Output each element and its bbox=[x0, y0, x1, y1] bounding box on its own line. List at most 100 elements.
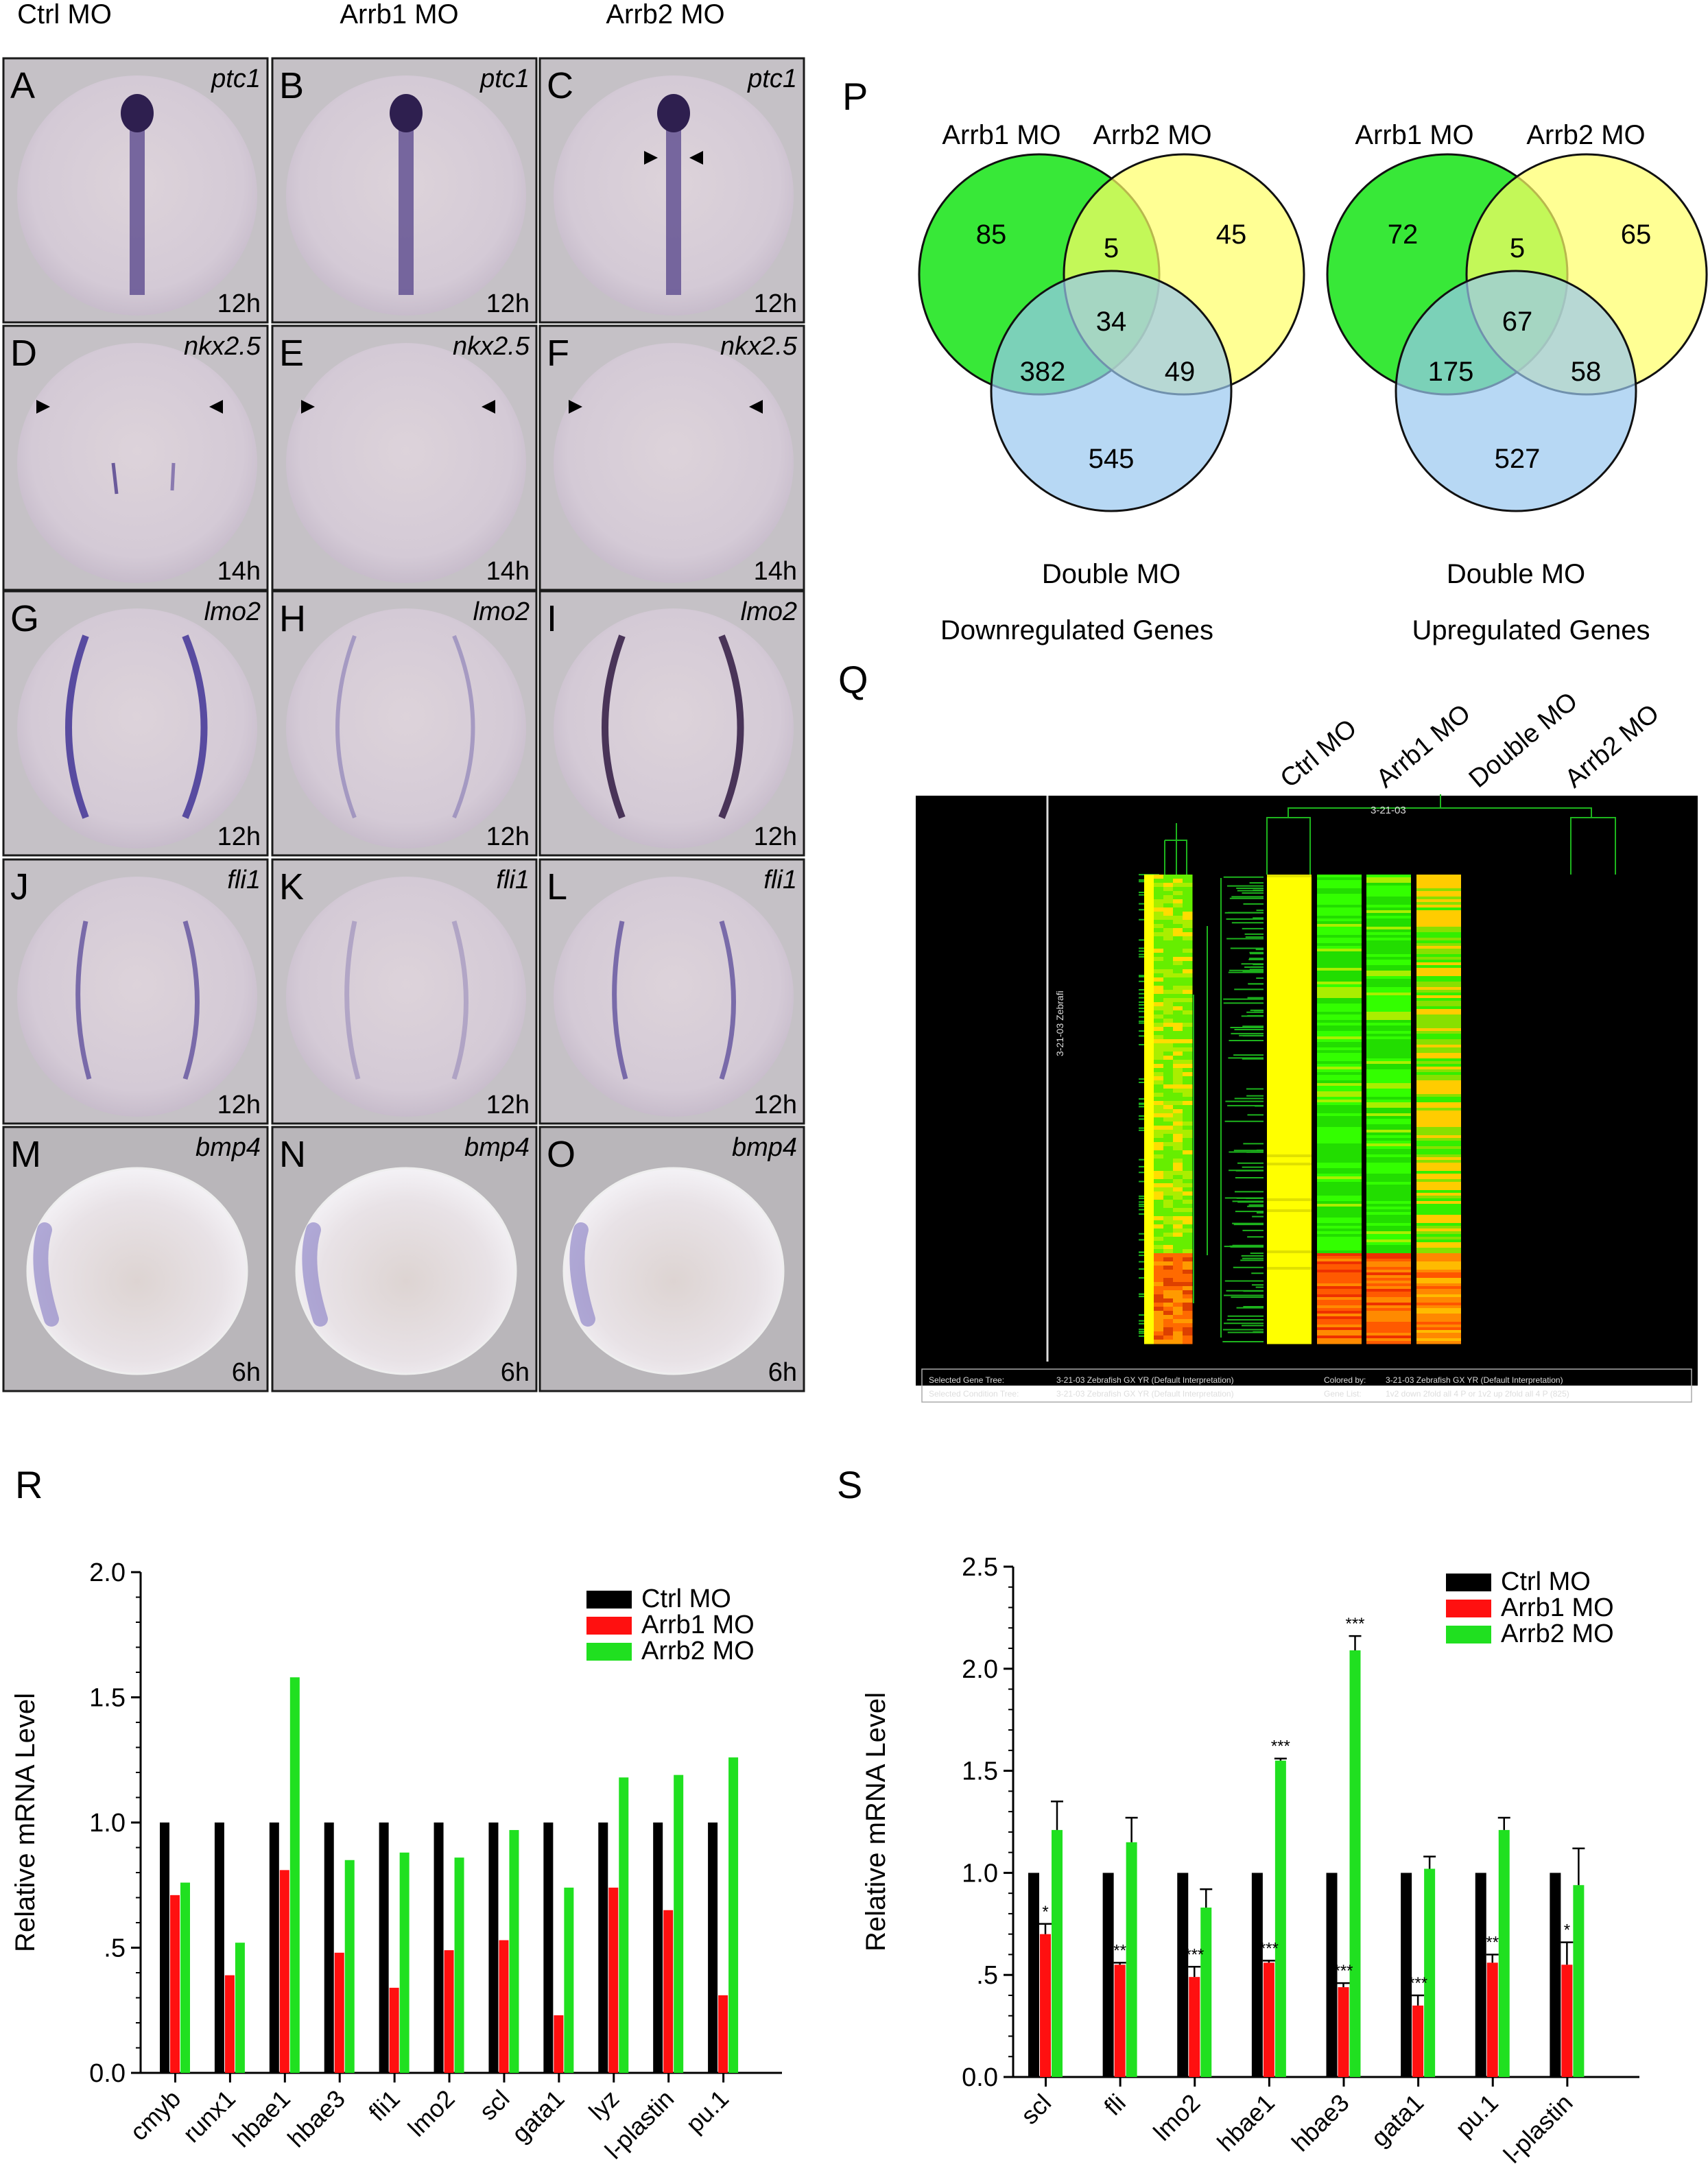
heatmap-row bbox=[1416, 1083, 1461, 1087]
heatmap-mini-cell bbox=[1154, 1315, 1164, 1320]
significance-mark: ** bbox=[1113, 1941, 1126, 1960]
heatmap-mini-cell bbox=[1154, 1208, 1164, 1213]
heatmap-row bbox=[1416, 993, 1461, 996]
heatmap-row bbox=[1317, 1108, 1362, 1111]
heatmap-mini-cell bbox=[1144, 998, 1154, 1003]
heatmap-mini-cell bbox=[1173, 982, 1183, 986]
heatmap-row bbox=[1416, 1080, 1461, 1084]
heatmap-row bbox=[1366, 1226, 1411, 1229]
heatmap-row bbox=[1416, 1223, 1461, 1226]
embryo bbox=[554, 608, 794, 848]
heatmap-mini-cell bbox=[1173, 1303, 1183, 1307]
heatmap-row bbox=[1317, 1327, 1362, 1331]
heatmap-mini-cell bbox=[1173, 891, 1183, 896]
heatmap-mini-cell bbox=[1144, 1257, 1154, 1262]
heatmap-mini-cell bbox=[1173, 1159, 1183, 1163]
heatmap-row bbox=[1366, 1163, 1411, 1166]
heatmap-row bbox=[1267, 1209, 1312, 1213]
heatmap-row bbox=[1317, 1045, 1362, 1048]
heatmap-mini-cell bbox=[1154, 1323, 1164, 1328]
venn-count: 72 bbox=[1388, 219, 1419, 250]
heatmap-mini-cell bbox=[1163, 994, 1174, 999]
heatmap-mini-cell bbox=[1144, 961, 1154, 966]
heatmap-mini-cell bbox=[1163, 977, 1174, 982]
heatmap-row bbox=[1366, 1333, 1411, 1336]
heatmap-row bbox=[1366, 1111, 1411, 1114]
heatmap-mini-cell bbox=[1144, 1196, 1154, 1200]
time-label: 6h bbox=[768, 1358, 797, 1387]
heatmap-row bbox=[1267, 1300, 1312, 1303]
heatmap-row bbox=[1317, 1196, 1362, 1199]
heatmap-mini-cell bbox=[1173, 899, 1183, 904]
footer-gene-list-key: Gene List: bbox=[1324, 1389, 1362, 1399]
heatmap-mini-cell bbox=[1144, 1056, 1154, 1060]
heatmap-mini-cell bbox=[1163, 1196, 1174, 1200]
heatmap-mini-cell bbox=[1173, 1286, 1183, 1291]
heatmap-row bbox=[1416, 1289, 1461, 1292]
heatmap-mini-cell bbox=[1144, 1270, 1154, 1274]
time-label: 12h bbox=[217, 1091, 261, 1119]
heatmap-row bbox=[1317, 924, 1362, 927]
heatmap-mini-cell bbox=[1154, 1327, 1164, 1332]
panel-letter-q: Q bbox=[838, 658, 868, 701]
heatmap-row bbox=[1416, 1245, 1461, 1248]
bar bbox=[279, 1870, 289, 2073]
heatmap-mini-cell bbox=[1183, 1237, 1193, 1242]
heatmap-row bbox=[1366, 1182, 1411, 1185]
heatmap-row bbox=[1317, 1089, 1362, 1092]
heatmap-mini-cell bbox=[1173, 875, 1183, 879]
heatmap-mini-cell bbox=[1154, 1266, 1164, 1270]
heatmap-row bbox=[1416, 891, 1461, 894]
heatmap-row bbox=[1317, 1064, 1362, 1067]
heatmap-mini-cell bbox=[1163, 1006, 1174, 1011]
heatmap-mini-cell bbox=[1154, 945, 1164, 949]
venn-count: 49 bbox=[1165, 357, 1196, 387]
heatmap-mini-cell bbox=[1183, 1130, 1193, 1135]
significance-mark: *** bbox=[1259, 1939, 1279, 1958]
heatmap-row bbox=[1317, 1113, 1362, 1117]
heatmap-row bbox=[1366, 1100, 1411, 1103]
panel-letter: I bbox=[547, 598, 557, 639]
venn-circle-double bbox=[1395, 270, 1637, 512]
heatmap-row bbox=[1416, 1275, 1461, 1279]
heatmap-mini-cell bbox=[1144, 1027, 1154, 1032]
heatmap-mini-cell bbox=[1183, 899, 1193, 904]
embryo bbox=[295, 1167, 517, 1375]
heatmap-mini-cell bbox=[1173, 1023, 1183, 1028]
bar bbox=[434, 1823, 444, 2073]
heatmap-mini-cell bbox=[1144, 1224, 1154, 1229]
heatmap-row bbox=[1366, 1116, 1411, 1119]
heatmap-row bbox=[1267, 1004, 1312, 1007]
time-label: 12h bbox=[754, 1091, 797, 1119]
panel-letter: H bbox=[279, 598, 306, 639]
heatmap-row bbox=[1317, 943, 1362, 947]
heatmap-row bbox=[1366, 921, 1411, 925]
heatmap-row bbox=[1366, 894, 1411, 897]
heatmap-mini-cell bbox=[1183, 887, 1193, 892]
panel-letter-r: R bbox=[15, 1463, 43, 1506]
heatmap-row bbox=[1416, 1176, 1461, 1180]
venn-count: 545 bbox=[1089, 444, 1135, 474]
heatmap-row bbox=[1267, 1127, 1312, 1130]
heatmap-mini-cell bbox=[1144, 1064, 1154, 1069]
heatmap-row bbox=[1267, 1001, 1312, 1004]
y-axis-label: Relative mRNA Level bbox=[861, 1692, 891, 1951]
heatmap-row bbox=[1416, 1042, 1461, 1045]
heatmap-mini-cell bbox=[1154, 1245, 1164, 1250]
heatmap-row bbox=[1366, 962, 1411, 966]
heatmap-row bbox=[1267, 929, 1312, 933]
heatmap-row bbox=[1317, 1056, 1362, 1059]
heatmap-row bbox=[1416, 910, 1461, 914]
ptc1-stain bbox=[657, 94, 690, 132]
heatmap-row bbox=[1267, 1061, 1312, 1065]
heatmap-row bbox=[1416, 962, 1461, 966]
heatmap-mini-cell bbox=[1154, 1138, 1164, 1143]
heatmap-mini-cell bbox=[1144, 1303, 1154, 1307]
heatmap-row bbox=[1267, 1275, 1312, 1279]
gene-label: nkx2.5 bbox=[453, 332, 530, 361]
heatmap-row bbox=[1267, 1182, 1312, 1185]
heatmap-row bbox=[1366, 1152, 1411, 1155]
heatmap-mini-cell bbox=[1163, 1060, 1174, 1065]
heatmap-row bbox=[1366, 1239, 1411, 1243]
heatmap-mini-cell bbox=[1173, 883, 1183, 888]
